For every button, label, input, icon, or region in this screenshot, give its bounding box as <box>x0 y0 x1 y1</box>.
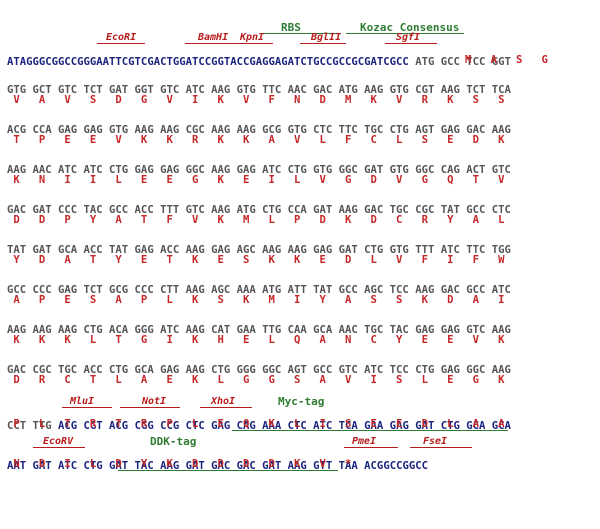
mlui-label: MluI <box>70 396 95 407</box>
ddk-tag-label: DDK-tag <box>150 435 197 448</box>
bglii-label: BglII <box>311 32 342 43</box>
ecorv-underline <box>33 447 85 448</box>
amino-acid-row-2: V A V S D G V I K V F N D M K V R K S S <box>7 94 505 106</box>
pmei-underline <box>344 447 398 448</box>
row-11-dna-part-a: AAT GAT ATC CTG GAT TAC AAG GAT GAC GAC … <box>7 460 314 472</box>
ddk-tag-underline <box>118 470 338 471</box>
amino-acid-row-8: K K K L T G I K H E L Q A N C Y E E V K <box>7 334 505 346</box>
row-10-amino-acids: P L T R T R P L E Q K L I S E E D L A A <box>7 418 505 430</box>
myc-tag-label: Myc-tag <box>278 395 325 408</box>
bglii-underline <box>300 43 346 44</box>
amino-acid-row-3: T P E E V K K R K K A V L F C L S E D K <box>7 134 505 146</box>
row-11-dna-part-b: GTT TAA ACGGCCGGCC <box>313 460 428 472</box>
ecori-label: EcoRI <box>106 32 137 43</box>
ecori-underline <box>97 43 145 44</box>
xhoi-label: XhoI <box>211 396 236 407</box>
rbs-label: RBS <box>281 21 301 34</box>
ecorv-label: EcoRV <box>43 436 74 447</box>
codon-row-5: GAC GAT CCC TAC GCC ACC TTT GTC AAG ATG … <box>7 204 511 216</box>
kpni-underline <box>233 43 273 44</box>
start-codons: ATG GCC TCC GGT <box>408 56 511 68</box>
codon-row-8: AAG AAG AAG CTG ACA GGG ATC AAG CAT GAA … <box>7 324 511 336</box>
kpni-label: KpnI <box>240 32 265 43</box>
row-10-dna: CCT TTG ACG CGT ACG CGG CCG CTC GAG CAG … <box>7 408 511 432</box>
myc-tag-underline <box>232 430 508 431</box>
amino-acid-row-6: Y D A T Y E T K E S K K E D L V F I F W <box>7 254 505 266</box>
sgfi-label: SgfI <box>396 32 421 43</box>
row-10-dna-part-b: ACG CGT ACG CGG CCG CTC GAG CAG AAA CTC … <box>58 420 511 432</box>
fsei-underline <box>410 447 472 448</box>
fsei-label: FseI <box>423 436 448 447</box>
amino-acid-row-5: D D P Y A T F V K M L P D K D C R Y A L <box>7 214 505 226</box>
utr-sequence: ATAGGGCGGCCGGGAATTCGTCGACTGGATCCGGTACCGA… <box>7 56 409 68</box>
row-10-dna-part-a: CCT TTG <box>7 420 59 432</box>
header-amino-acids: M A S G <box>465 54 548 66</box>
bamhi-label: BamHI <box>198 32 229 43</box>
codon-row-4: AAG AAC ATC ATC CTG GAG GAG GGC AAG GAG … <box>7 164 511 176</box>
codon-row-2: GTG GCT GTC TCT GAT GGT GTC ATC AAG GTG … <box>7 84 511 96</box>
mlui-underline <box>62 407 112 408</box>
bamhi-underline <box>185 43 233 44</box>
row-11-dna: AAT GAT ATC CTG GAT TAC AAG GAT GAC GAC … <box>7 448 428 472</box>
codon-row-3: ACG CCA GAG GAG GTG AAG AAG CGC AAG AAG … <box>7 124 511 136</box>
row-11-amino-acids: N D I L D Y K D D D D K V * <box>7 458 352 470</box>
noti-underline <box>120 407 180 408</box>
codon-row-6: TAT GAT GCA ACC TAT GAG ACC AAG GAG AGC … <box>7 244 511 256</box>
codon-row-7: GCC CCC GAG TCT GCG CCC CTT AAG AGC AAA … <box>7 284 511 296</box>
sgfi-underline <box>385 43 437 44</box>
amino-acid-row-4: K N I I L E E G K E I L V G D V G Q T V <box>7 174 505 186</box>
kozac-consensus-label: Kozac Consensus <box>360 21 460 34</box>
noti-label: NotI <box>142 396 167 407</box>
amino-acid-row-9: D R C T L A E K L G G S A V I S L E G K <box>7 374 505 386</box>
kozac-underline <box>346 33 464 34</box>
codon-row-9: GAC CGC TGC ACC CTG GCA GAG AAG CTG GGG … <box>7 364 511 376</box>
xhoi-underline <box>200 407 252 408</box>
header-sequence: ATAGGGCGGCCGGGAATTCGTCGACTGGATCCGGTACCGA… <box>7 44 511 68</box>
pmei-label: PmeI <box>352 436 377 447</box>
rbs-underline <box>263 33 339 34</box>
amino-acid-row-7: A P E S A P L K S K M I Y A S S K D A I <box>7 294 505 306</box>
